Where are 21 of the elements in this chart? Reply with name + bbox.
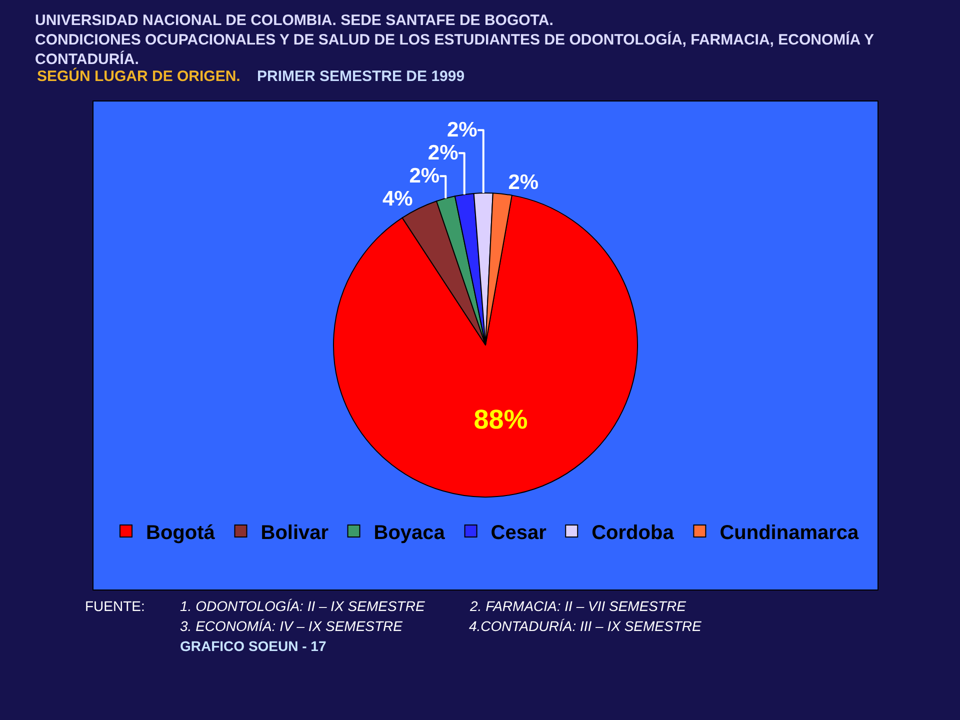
legend-label: Cesar	[490, 522, 547, 544]
data-label: 4%	[382, 188, 414, 211]
text: 3. ECONOMÍA: IV – IX SEMESTRE	[180, 618, 404, 634]
legend-label: Cordoba	[592, 522, 675, 544]
chart-subtitle: SEGÚN LUGAR DE ORIGEN.	[37, 67, 240, 85]
text: GRAFICO SOEUN - 17	[180, 638, 326, 654]
legend-label: Cundinamarca	[720, 522, 860, 544]
data-label: 2%	[446, 118, 478, 142]
source-note: FUENTE:	[85, 598, 145, 614]
data-label: 88%	[474, 404, 528, 434]
chart-title: UNIVERSIDAD NACIONAL DE COLOMBIA. SEDE SANTAFE DE BOGOTA. CONDICIONES OCUPACIONALES Y DE SALUD DE LOS ESTUDIANTES DE ODONTOLOGÍA, FARMACIA, ECONOMÍA Y CONTADURÍA.	[35, 12, 874, 68]
legend-label: Bogotá	[146, 522, 216, 544]
data-label: 2%	[409, 164, 440, 188]
data-label: 2%	[508, 171, 539, 194]
legend-label: Bolivar	[260, 522, 329, 544]
data-label: 2%	[428, 142, 459, 165]
text: 1. ODONTOLOGÍA: II – IX SEMESTRE	[180, 598, 426, 614]
text: 2. FARMACIA: II – VII SEMESTRE	[469, 598, 687, 614]
text: 4.CONTADURÍA: III – IX SEMESTRE	[469, 618, 702, 634]
legend-label: Boyaca	[374, 522, 446, 544]
text: PRIMER SEMESTRE DE 1999	[257, 68, 465, 85]
